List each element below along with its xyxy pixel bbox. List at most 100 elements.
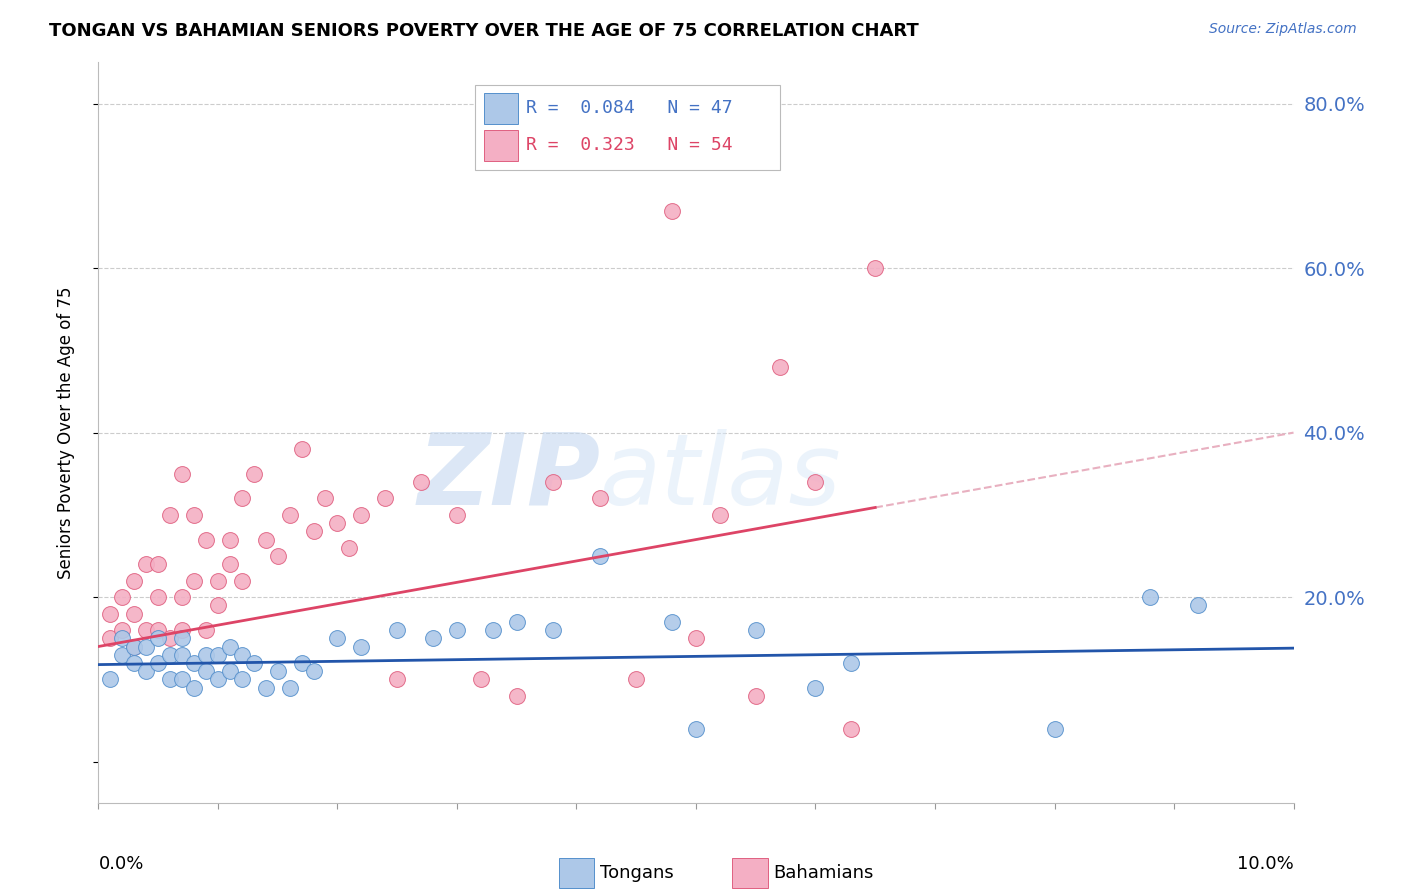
Point (326, 632, 349, 646)
Point (207, 673, 229, 687)
Point (709, 508, 731, 522)
Text: Tongans: Tongans (600, 864, 673, 882)
Point (745, 623, 768, 637)
Point (231, 648, 253, 662)
Point (385, 673, 409, 687)
Point (231, 673, 253, 687)
Point (195, 623, 218, 637)
Point (482, 623, 505, 637)
Point (422, 632, 444, 646)
Text: Source: ZipAtlas.com: Source: ZipAtlas.com (1209, 22, 1357, 37)
Point (506, 689, 529, 703)
Point (183, 508, 205, 522)
Point (111, 590, 134, 604)
Point (172, 648, 194, 662)
Point (207, 648, 229, 662)
Point (374, 491, 396, 506)
Point (470, 673, 492, 687)
Point (172, 590, 194, 604)
Point (111, 632, 134, 646)
Point (769, 359, 792, 374)
Point (302, 664, 325, 678)
Point (183, 574, 205, 588)
Point (195, 533, 218, 547)
FancyBboxPatch shape (485, 130, 517, 161)
Point (159, 673, 181, 687)
Text: 0.0%: 0.0% (98, 855, 143, 872)
Point (326, 516, 349, 530)
Text: atlas: atlas (600, 428, 842, 525)
Point (231, 491, 253, 506)
Point (124, 574, 146, 588)
Point (685, 722, 707, 736)
Text: ZIP: ZIP (418, 428, 600, 525)
Point (1139, 590, 1161, 604)
Point (278, 681, 301, 695)
Point (183, 656, 205, 670)
Point (172, 673, 194, 687)
Point (506, 615, 529, 629)
Point (1187, 599, 1209, 613)
Point (98, 673, 122, 687)
Point (267, 664, 290, 678)
Point (172, 467, 194, 481)
Point (135, 558, 157, 572)
Point (804, 475, 827, 489)
Point (841, 722, 863, 736)
Point (661, 615, 683, 629)
Point (745, 689, 768, 703)
Point (350, 640, 373, 654)
Point (195, 648, 218, 662)
Point (111, 623, 134, 637)
Point (231, 574, 253, 588)
Point (148, 656, 170, 670)
Point (243, 467, 266, 481)
Point (207, 574, 229, 588)
Point (148, 558, 170, 572)
Point (385, 623, 409, 637)
Point (195, 664, 218, 678)
Point (98, 632, 122, 646)
Point (219, 664, 242, 678)
Point (254, 533, 277, 547)
Point (685, 632, 707, 646)
Point (135, 640, 157, 654)
Point (291, 656, 314, 670)
Point (219, 533, 242, 547)
Point (159, 508, 181, 522)
Point (135, 623, 157, 637)
Point (159, 648, 181, 662)
Point (589, 549, 612, 563)
Point (148, 632, 170, 646)
Point (315, 491, 337, 506)
Point (124, 640, 146, 654)
Point (446, 508, 468, 522)
Point (841, 656, 863, 670)
Point (541, 475, 564, 489)
Point (626, 673, 648, 687)
Point (243, 656, 266, 670)
FancyBboxPatch shape (733, 858, 768, 888)
Point (1043, 722, 1066, 736)
Y-axis label: Seniors Poverty Over the Age of 75: Seniors Poverty Over the Age of 75 (56, 286, 75, 579)
FancyBboxPatch shape (485, 93, 517, 124)
FancyBboxPatch shape (475, 85, 780, 169)
Point (411, 475, 433, 489)
Point (254, 681, 277, 695)
Point (172, 632, 194, 646)
Point (219, 640, 242, 654)
Text: TONGAN VS BAHAMIAN SENIORS POVERTY OVER THE AGE OF 75 CORRELATION CHART: TONGAN VS BAHAMIAN SENIORS POVERTY OVER … (49, 22, 920, 40)
Point (124, 640, 146, 654)
Point (124, 607, 146, 621)
Text: R =  0.323   N = 54: R = 0.323 N = 54 (526, 136, 733, 154)
Point (111, 648, 134, 662)
Point (183, 681, 205, 695)
Point (148, 623, 170, 637)
Point (589, 491, 612, 506)
Point (267, 549, 290, 563)
Point (339, 541, 361, 555)
Point (172, 623, 194, 637)
Point (148, 590, 170, 604)
Point (302, 524, 325, 539)
Point (278, 508, 301, 522)
